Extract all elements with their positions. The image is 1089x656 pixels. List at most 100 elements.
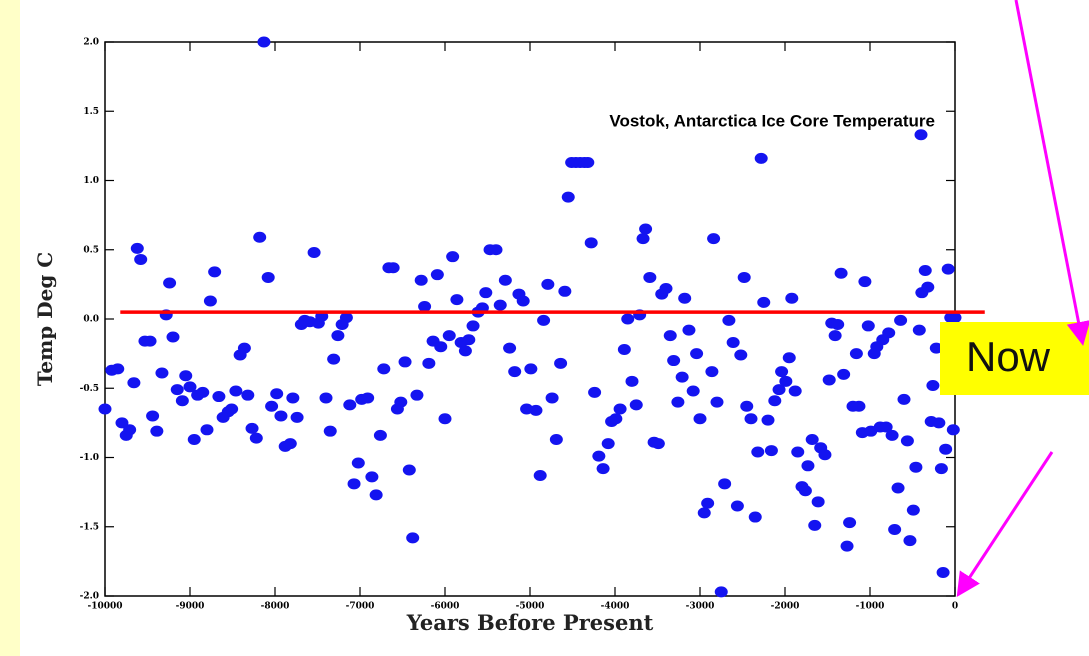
data-point xyxy=(503,342,517,354)
data-point xyxy=(693,413,707,425)
data-point xyxy=(369,489,383,501)
data-point xyxy=(798,485,812,497)
data-point xyxy=(245,422,259,434)
data-point xyxy=(283,438,297,450)
data-point xyxy=(450,294,464,306)
data-point xyxy=(921,281,935,293)
data-point xyxy=(932,417,946,429)
data-point xyxy=(414,274,428,286)
data-point xyxy=(918,265,932,277)
data-point xyxy=(897,393,911,405)
side-strip xyxy=(0,0,20,656)
data-point xyxy=(613,403,627,415)
data-point xyxy=(581,156,595,168)
data-point xyxy=(373,429,387,441)
x-tick-label: -8000 xyxy=(261,602,290,612)
data-point xyxy=(936,566,950,578)
data-point xyxy=(894,314,908,326)
data-point xyxy=(707,233,721,245)
data-point xyxy=(625,375,639,387)
data-point xyxy=(690,348,704,360)
data-point xyxy=(111,363,125,375)
data-point xyxy=(286,392,300,404)
data-point xyxy=(588,386,602,398)
data-point xyxy=(768,395,782,407)
data-point xyxy=(682,324,696,336)
data-point xyxy=(347,478,361,490)
data-point xyxy=(929,342,943,354)
data-point xyxy=(808,519,822,531)
data-point xyxy=(730,500,744,512)
data-point xyxy=(754,152,768,164)
data-point xyxy=(163,277,177,289)
data-point xyxy=(639,223,653,235)
data-point xyxy=(290,411,304,423)
data-point xyxy=(430,269,444,281)
data-point xyxy=(442,330,456,342)
chart-title: Vostok, Antarctica Ice Core Temperature xyxy=(609,111,935,130)
data-point xyxy=(941,263,955,275)
data-point xyxy=(212,391,226,403)
data-point xyxy=(761,414,775,426)
data-point xyxy=(524,363,538,375)
data-point xyxy=(183,381,197,393)
data-point xyxy=(834,267,848,279)
x-tick-label: -2000 xyxy=(771,602,800,612)
data-point xyxy=(858,276,872,288)
data-point xyxy=(558,285,572,297)
data-point xyxy=(203,295,217,307)
data-point xyxy=(675,371,689,383)
data-point xyxy=(667,355,681,367)
data-point xyxy=(418,301,432,313)
data-point xyxy=(775,366,789,378)
data-point xyxy=(319,392,333,404)
data-point xyxy=(307,247,321,259)
data-point xyxy=(422,357,436,369)
data-point xyxy=(779,375,793,387)
data-point xyxy=(150,425,164,437)
plot-marks: -2.0-1.5-1.0-0.50.00.51.01.52.0-10000 -90… xyxy=(80,36,985,612)
data-point xyxy=(516,295,530,307)
now-label: Now xyxy=(966,333,1051,380)
data-point xyxy=(785,292,799,304)
data-point xyxy=(493,299,507,311)
data-point xyxy=(782,352,796,364)
data-point xyxy=(237,342,251,354)
data-point xyxy=(458,345,472,357)
y-tick-label: 1.0 xyxy=(83,176,99,186)
data-point xyxy=(891,482,905,494)
data-point xyxy=(253,231,267,243)
data-point xyxy=(801,460,815,472)
data-point xyxy=(438,413,452,425)
data-point xyxy=(909,461,923,473)
data-point xyxy=(926,379,940,391)
data-point xyxy=(903,535,917,547)
data-point xyxy=(229,385,243,397)
data-point xyxy=(155,367,169,379)
data-point xyxy=(849,348,863,360)
data-point xyxy=(751,446,765,458)
data-point xyxy=(705,366,719,378)
y-tick-label: -0.5 xyxy=(80,384,99,394)
data-point xyxy=(714,586,728,598)
data-point xyxy=(406,532,420,544)
data-point xyxy=(737,271,751,283)
data-point xyxy=(549,433,563,445)
data-point xyxy=(377,363,391,375)
x-tick-label: -7000 xyxy=(346,602,375,612)
data-point xyxy=(462,334,476,346)
data-point xyxy=(241,389,255,401)
data-point xyxy=(831,319,845,331)
data-point xyxy=(123,424,137,436)
data-point xyxy=(386,262,400,274)
data-point xyxy=(882,327,896,339)
data-point xyxy=(498,274,512,286)
data-point xyxy=(208,266,222,278)
data-point xyxy=(636,233,650,245)
data-point xyxy=(822,374,836,386)
data-point xyxy=(533,470,547,482)
data-point xyxy=(166,331,180,343)
data-point xyxy=(671,396,685,408)
data-point xyxy=(343,399,357,411)
